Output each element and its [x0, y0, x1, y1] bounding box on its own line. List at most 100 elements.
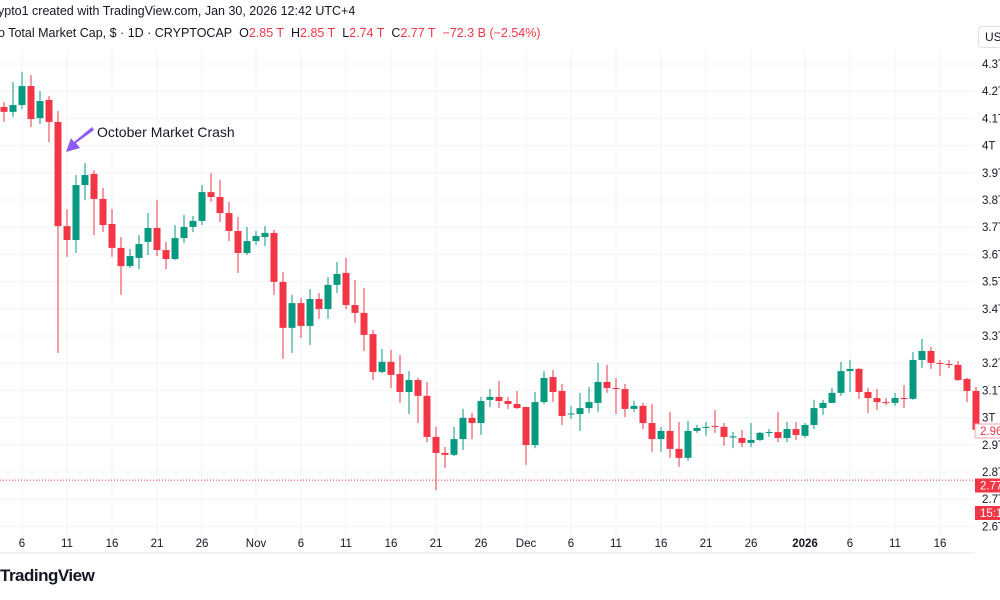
candle-body: [252, 235, 260, 242]
price-tick-label: 4T: [982, 141, 995, 153]
candle-body: [972, 390, 980, 430]
candle-body: [657, 430, 665, 440]
candle-body: [846, 368, 854, 372]
candle-body: [729, 436, 737, 438]
candle-down: [90, 170, 98, 236]
candle-body: [99, 198, 107, 226]
candle-body: [486, 396, 494, 400]
candle-down: [342, 257, 350, 310]
candle-body: [0, 106, 8, 112]
candle-body: [558, 390, 566, 416]
candle-down: [549, 370, 557, 403]
candle-up: [693, 424, 701, 433]
candle-body: [513, 404, 521, 409]
candle-down: [945, 359, 953, 369]
candle-down: [369, 330, 377, 381]
candle-up: [756, 432, 764, 441]
candle-body: [792, 429, 800, 436]
low-label: L: [342, 26, 350, 40]
candle-down: [414, 377, 422, 424]
candle-up: [189, 216, 197, 233]
annotation-text: October Market Crash: [97, 124, 235, 140]
candle-body: [927, 350, 935, 363]
candle-down: [738, 429, 746, 447]
time-axis: 6 11 16 21 26 Nov 6 11 16 21 26 Dec 6 11 16 21 26 2026 6 11…: [0, 538, 975, 554]
candle-up: [18, 71, 26, 109]
candle-up: [198, 185, 206, 226]
candle-up: [72, 174, 80, 254]
candle-down: [621, 383, 629, 418]
candle-up: [306, 288, 314, 345]
time-tick-label: 26: [475, 538, 488, 550]
candle-down: [603, 364, 611, 393]
tradingview-logo[interactable]: TradingView: [0, 566, 95, 585]
candle-up: [486, 389, 494, 407]
candle-up: [459, 408, 467, 450]
candle-body: [576, 408, 584, 415]
candle-body: [648, 423, 656, 440]
candle-body: [9, 105, 17, 112]
currency-button[interactable]: USD: [978, 26, 1000, 48]
candle-down: [963, 377, 971, 403]
candle-body: [387, 361, 395, 375]
candle-body: [747, 439, 755, 443]
candle-body: [774, 432, 782, 438]
candle-body: [153, 228, 161, 251]
candle-body: [54, 121, 62, 227]
candle-down: [720, 423, 728, 446]
candle-up: [180, 214, 188, 243]
time-tick-label: 6: [847, 538, 853, 550]
price-axis: 4.3T 4.2T 4.1T 4T 3.9T 3.8T 3.7T 3.6T 3.5T 3.4T 3.…: [982, 59, 1000, 533]
time-tick-label: 26: [745, 538, 758, 550]
candle-body: [180, 226, 188, 239]
change-value: −72.3 B (−2.54%): [442, 26, 541, 40]
candle-up: [585, 386, 593, 413]
candle-body: [207, 192, 215, 198]
symbol-name[interactable]: o Total Market Cap, $ · 1D · CRYPTOCAP: [0, 26, 233, 40]
candle-up: [576, 392, 584, 431]
price-tick-label: 2.8T: [982, 467, 1000, 479]
candle-down: [468, 412, 476, 440]
candle-body: [909, 359, 917, 399]
candle-up: [810, 399, 818, 430]
candle-down: [774, 411, 782, 443]
candle-body: [684, 430, 692, 458]
candle-body: [450, 439, 458, 455]
time-tick-label: 16: [106, 538, 119, 550]
candle-body: [189, 220, 197, 227]
candle-up: [288, 294, 296, 353]
close-label: C: [391, 26, 401, 40]
candle-down: [432, 426, 440, 490]
candle-body: [108, 223, 116, 248]
candle-down: [441, 446, 449, 468]
candle-down: [882, 398, 890, 406]
candle-body: [279, 281, 287, 328]
price-tick-label: 3.3T: [982, 331, 1000, 343]
candle-up: [36, 90, 44, 125]
candle-up: [891, 392, 899, 406]
time-tick-label: 16: [385, 538, 398, 550]
candle-down: [495, 380, 503, 409]
symbol-legend: o Total Market Cap, $ · 1D · CRYPTOCAP O…: [0, 26, 541, 40]
time-tick-label: 6: [568, 538, 574, 550]
price-tick-label: 2.7T: [982, 494, 1000, 506]
candle-body: [288, 303, 296, 328]
candle-body: [612, 387, 620, 390]
candle-body: [522, 406, 530, 446]
candle-up: [783, 421, 791, 443]
candle-body: [504, 401, 512, 404]
price-tick-label: 2.9T: [982, 440, 1000, 452]
candle-body: [243, 241, 251, 254]
candle-body: [693, 427, 701, 431]
close-value: 2.77 T: [400, 26, 436, 40]
candle-down: [45, 96, 53, 143]
candle-body: [234, 231, 242, 254]
candle-down: [513, 390, 521, 409]
candle-up: [801, 423, 809, 438]
candle-body: [549, 377, 557, 393]
price-tick-label: 3T: [982, 413, 995, 425]
candle-body: [378, 361, 386, 372]
candle-down: [711, 409, 719, 433]
candle-up: [747, 423, 755, 447]
